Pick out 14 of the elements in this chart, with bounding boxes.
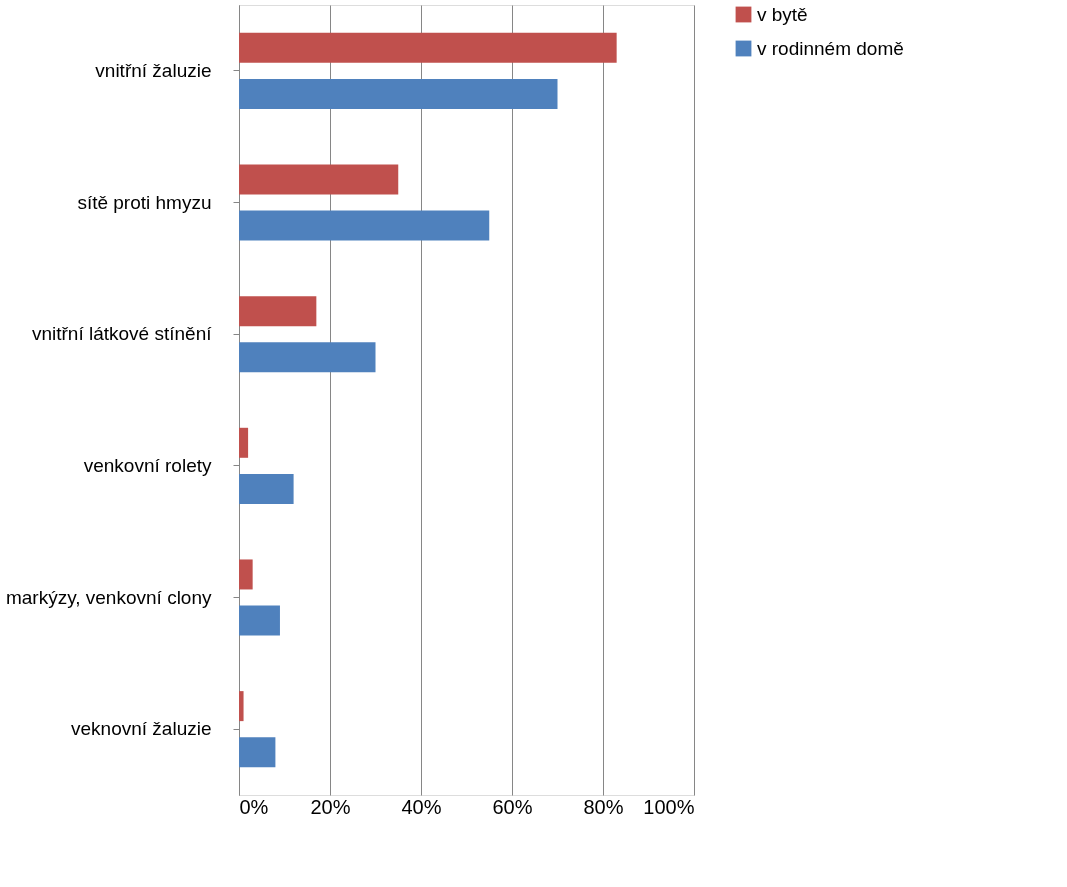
legend-label: v rodinném domě [757, 37, 904, 59]
x-tick-label: 20% [310, 795, 351, 818]
x-tick-label: 60% [492, 795, 533, 818]
y-tick-label: vnitřní látkové stínění [31, 323, 213, 345]
y-tick-label: vnitřní žaluzie [95, 59, 212, 81]
y-tick-label: venkovní rolety [83, 454, 212, 476]
legend-label: v bytě [757, 3, 808, 25]
x-tick-label: 100% [643, 795, 695, 818]
x-tick-label: 0% [239, 795, 269, 818]
x-tick-label: 40% [401, 795, 442, 818]
y-tick-label: sítě proti hmyzu [77, 191, 212, 213]
x-tick-label: 80% [583, 795, 624, 818]
y-tick-label: veknovní žaluzie [71, 718, 212, 740]
y-tick-label: markýzy, venkovní clony [5, 586, 212, 608]
